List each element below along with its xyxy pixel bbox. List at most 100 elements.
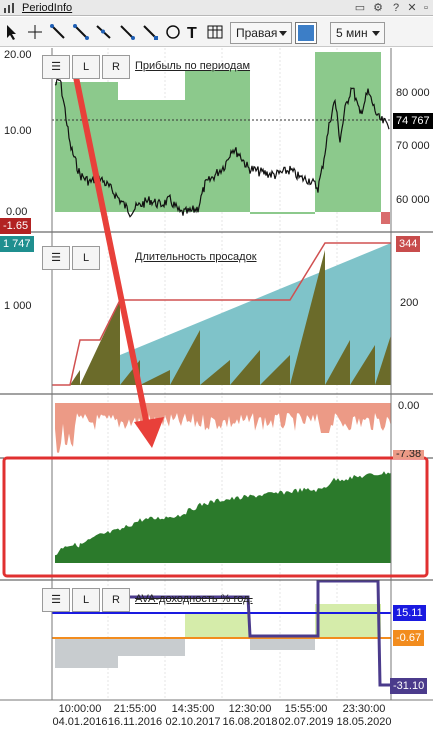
- close-icon[interactable]: ✕: [407, 2, 417, 14]
- tab-bar: PeriodInfo ▭ ⚙ ? ✕ ▫: [0, 0, 433, 16]
- tab-periodinfo[interactable]: PeriodInfo: [22, 2, 73, 14]
- time-axis-date: 16.11.2016: [107, 716, 163, 728]
- current-price-tag: 74 767: [393, 113, 433, 129]
- drawdown-legend: ☰ L Длительность просадок: [42, 246, 257, 270]
- crosshair-tool-icon[interactable]: [25, 22, 45, 42]
- legend-menu-button[interactable]: ☰: [42, 588, 70, 612]
- time-axis-date: 18.05.2020: [336, 716, 392, 728]
- window-icon[interactable]: ▫: [424, 2, 428, 14]
- trend-line-tool-icon[interactable]: [94, 22, 114, 42]
- price-axis-label: 60 000: [396, 194, 430, 206]
- axis-side-value: Правая: [236, 26, 278, 40]
- price-axis-label: 70 000: [396, 140, 430, 152]
- ava-navy-tag: -31.10: [390, 678, 428, 694]
- profit-bar: [250, 212, 315, 214]
- ellipse-tool-icon[interactable]: [163, 22, 183, 42]
- drawdown-right-axis-label: 200: [400, 297, 419, 309]
- profit-bar: [55, 82, 118, 212]
- time-axis-label: 10:00:00 04.01.2016: [50, 703, 110, 729]
- red-arrow-annotation: [72, 69, 151, 433]
- ava-bar: [55, 638, 118, 668]
- time-axis-time: 14:35:00: [171, 703, 215, 715]
- timeframe-select[interactable]: 5 мин: [330, 22, 385, 44]
- time-axis-date: 02.10.2017: [165, 716, 221, 728]
- time-axis-label: 21:55:00 16.11.2016: [105, 703, 165, 729]
- time-axis-label: 12:30:00 16.08.2018: [220, 703, 280, 729]
- legend-r-button[interactable]: R: [102, 588, 130, 612]
- save-icon[interactable]: ▭: [354, 2, 366, 14]
- legend-r-button[interactable]: R: [102, 55, 130, 79]
- ray-tool-icon[interactable]: [71, 22, 91, 42]
- time-axis-date: 02.07.2019: [278, 716, 334, 728]
- time-axis-date: 16.08.2018: [222, 716, 278, 728]
- time-axis-label: 23:30:00 18.05.2020: [334, 703, 394, 729]
- ava-legend: ☰ L R AVA-доходность % год.: [42, 588, 253, 612]
- ava-panel-title: AVA-доходность % год.: [135, 593, 253, 605]
- red-arrow-head: [134, 417, 164, 448]
- toolbar: T Правая 5 мин: [0, 17, 433, 47]
- profit-bar: [118, 100, 185, 212]
- profit-bar: [315, 52, 381, 212]
- ava-bar: [315, 604, 381, 638]
- chevron-down-icon: [279, 31, 287, 36]
- help-icon[interactable]: ?: [392, 2, 400, 14]
- line-tool-icon[interactable]: [48, 22, 68, 42]
- price-axis-label: 80 000: [396, 87, 430, 99]
- profit-legend: ☰ L R Прибыль по периодам: [42, 55, 250, 79]
- drawdown-duration-area: [52, 250, 391, 385]
- chevron-down-icon: [372, 31, 380, 36]
- legend-l-button[interactable]: L: [72, 55, 100, 79]
- segment-alt-tool-icon[interactable]: [140, 22, 160, 42]
- ava-navy-line: [130, 579, 391, 687]
- ava-blue-tag: 15.11: [393, 605, 426, 621]
- equity-area: [55, 471, 391, 563]
- drawdown-max-line: [52, 242, 391, 386]
- ava-period-bars: [55, 604, 381, 668]
- time-axis-time: 12:30:00: [228, 703, 272, 715]
- legend-menu-button[interactable]: ☰: [42, 246, 70, 270]
- ava-orange-tag: -0.67: [393, 630, 425, 646]
- profit-left-axis-label: 0.00: [6, 206, 28, 218]
- text-tool-icon[interactable]: T: [183, 22, 203, 42]
- profit-bar: [185, 70, 250, 212]
- drawdown-left-tag: 1 747: [0, 236, 34, 252]
- drawdown-right-tag: 344: [396, 236, 421, 252]
- legend-l-button[interactable]: L: [72, 588, 100, 612]
- svg-text:T: T: [187, 25, 197, 42]
- time-axis-label: 14:35:00 02.10.2017: [163, 703, 223, 729]
- pointer-tool-icon[interactable]: [2, 22, 22, 42]
- drawdown-left-axis-label: 1 000: [4, 300, 32, 312]
- time-axis-label: 15:55:00 02.07.2019: [276, 703, 336, 729]
- color-picker-button[interactable]: [295, 22, 317, 44]
- profit-left-tag: -1.65: [0, 218, 32, 234]
- profit-left-axis-label: 10.00: [4, 125, 32, 137]
- chart-app-icon: [4, 3, 14, 13]
- timeframe-value: 5 мин: [336, 26, 368, 40]
- underwater-axis-label: 0.00: [398, 400, 420, 412]
- time-axis-date: 04.01.2016: [52, 716, 108, 728]
- ava-bar: [185, 612, 250, 638]
- price-line: [54, 78, 390, 218]
- legend-l-button[interactable]: L: [72, 246, 100, 270]
- profit-bar-negative: [381, 212, 390, 224]
- profit-panel-title: Прибыль по периодам: [135, 60, 251, 72]
- time-axis-time: 23:30:00: [342, 703, 386, 715]
- color-swatch: [298, 25, 314, 41]
- profit-period-bars: [55, 52, 390, 224]
- segment-tool-icon[interactable]: [117, 22, 137, 42]
- underwater-tag: -7.38: [393, 450, 425, 459]
- profit-left-axis-label: 20.00: [4, 49, 32, 61]
- time-axis-time: 21:55:00: [113, 703, 157, 715]
- legend-menu-button[interactable]: ☰: [42, 55, 70, 79]
- table-tool-icon[interactable]: [205, 22, 225, 42]
- ava-bar: [118, 638, 185, 656]
- ava-bar: [250, 638, 315, 650]
- time-axis-time: 10:00:00: [58, 703, 102, 715]
- properties-icon[interactable]: ⚙: [373, 2, 383, 14]
- highlight-rectangle: [2, 456, 429, 578]
- drawdown-panel-title: Длительность просадок: [135, 251, 257, 263]
- time-axis-time: 15:55:00: [284, 703, 328, 715]
- axis-side-select[interactable]: Правая: [230, 22, 292, 44]
- underwater-area: [55, 403, 391, 453]
